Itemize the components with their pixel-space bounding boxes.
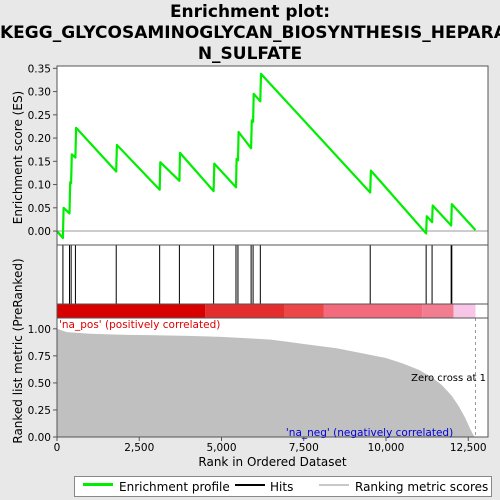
plot-title-line1: Enrichment plot: — [169, 2, 331, 22]
plot-title-line3: N_SULFATE — [197, 44, 303, 64]
legend-swatch-profile — [83, 483, 113, 486]
xtick-label-5: 12,500 — [450, 442, 487, 454]
colorbar-segment-6 — [475, 304, 488, 318]
metric-panel-border — [56, 317, 489, 438]
colorbar-segment-5 — [453, 304, 476, 318]
xtick-label-0: 0 — [54, 442, 61, 454]
plot-title-line2: KEGG_GLYCOSAMINOGLYCAN_BIOSYNTHESIS_HEPA… — [0, 23, 500, 43]
zero-cross-label: Zero cross at 1 — [411, 373, 486, 384]
es-ytick-label-1: 0.05 — [28, 203, 51, 215]
x-axis-label: Rank in Ordered Dataset — [198, 455, 346, 469]
colorbar-segment-1 — [205, 304, 285, 318]
metric-ytick-label-3: 0.75 — [28, 351, 51, 363]
metric-ytick-label-4: 1.00 — [28, 324, 51, 336]
metric-y-axis-label: Ranked list metric (PreRanked) — [11, 258, 25, 443]
es-ytick-label-4: 0.20 — [28, 133, 51, 145]
legend-label-hits: Hits — [270, 480, 294, 494]
es-ytick-label-7: 0.35 — [28, 63, 51, 75]
enrichment-profile-line — [56, 72, 477, 240]
xtick-label-2: 5,000 — [206, 442, 236, 454]
es-ytick-label-3: 0.15 — [28, 156, 51, 168]
es-y-axis-label: Enrichment score (ES) — [11, 91, 25, 224]
es-ytick-label-0: 0.00 — [28, 226, 51, 238]
chart-legend: Enrichment profile Hits Ranking metric s… — [74, 476, 492, 497]
xtick-label-3: 7,500 — [289, 442, 319, 454]
metric-ytick-label-1: 0.25 — [28, 405, 51, 417]
es-panel-bg — [57, 66, 488, 245]
xtick-label-1: 2,500 — [124, 442, 154, 454]
metric-ytick-label-0: 0.00 — [28, 432, 51, 444]
colorbar-segment-3 — [323, 304, 423, 318]
es-ytick-label-2: 0.10 — [28, 180, 51, 192]
metric-ytick-label-2: 0.50 — [28, 378, 51, 390]
hits-panel-bg — [57, 245, 488, 304]
xtick-label-4: 10,000 — [368, 442, 405, 454]
es-ytick-label-6: 0.30 — [28, 87, 51, 99]
legend-label-metric: Ranking metric scores — [355, 480, 489, 494]
colorbar-segment-4 — [422, 304, 454, 318]
colorbar-segment-0 — [57, 304, 206, 318]
colorbar-segment-2 — [284, 304, 324, 318]
positive-correlation-label: 'na_pos' (positively correlated) — [59, 319, 220, 331]
es-ytick-label-5: 0.25 — [28, 110, 51, 122]
legend-label-profile: Enrichment profile — [119, 480, 230, 494]
negative-correlation-label: 'na_neg' (negatively correlated) — [286, 427, 453, 439]
ranking-metric-area — [57, 328, 475, 437]
legend-swatch-metric — [319, 484, 349, 486]
legend-swatch-hits — [235, 484, 265, 486]
